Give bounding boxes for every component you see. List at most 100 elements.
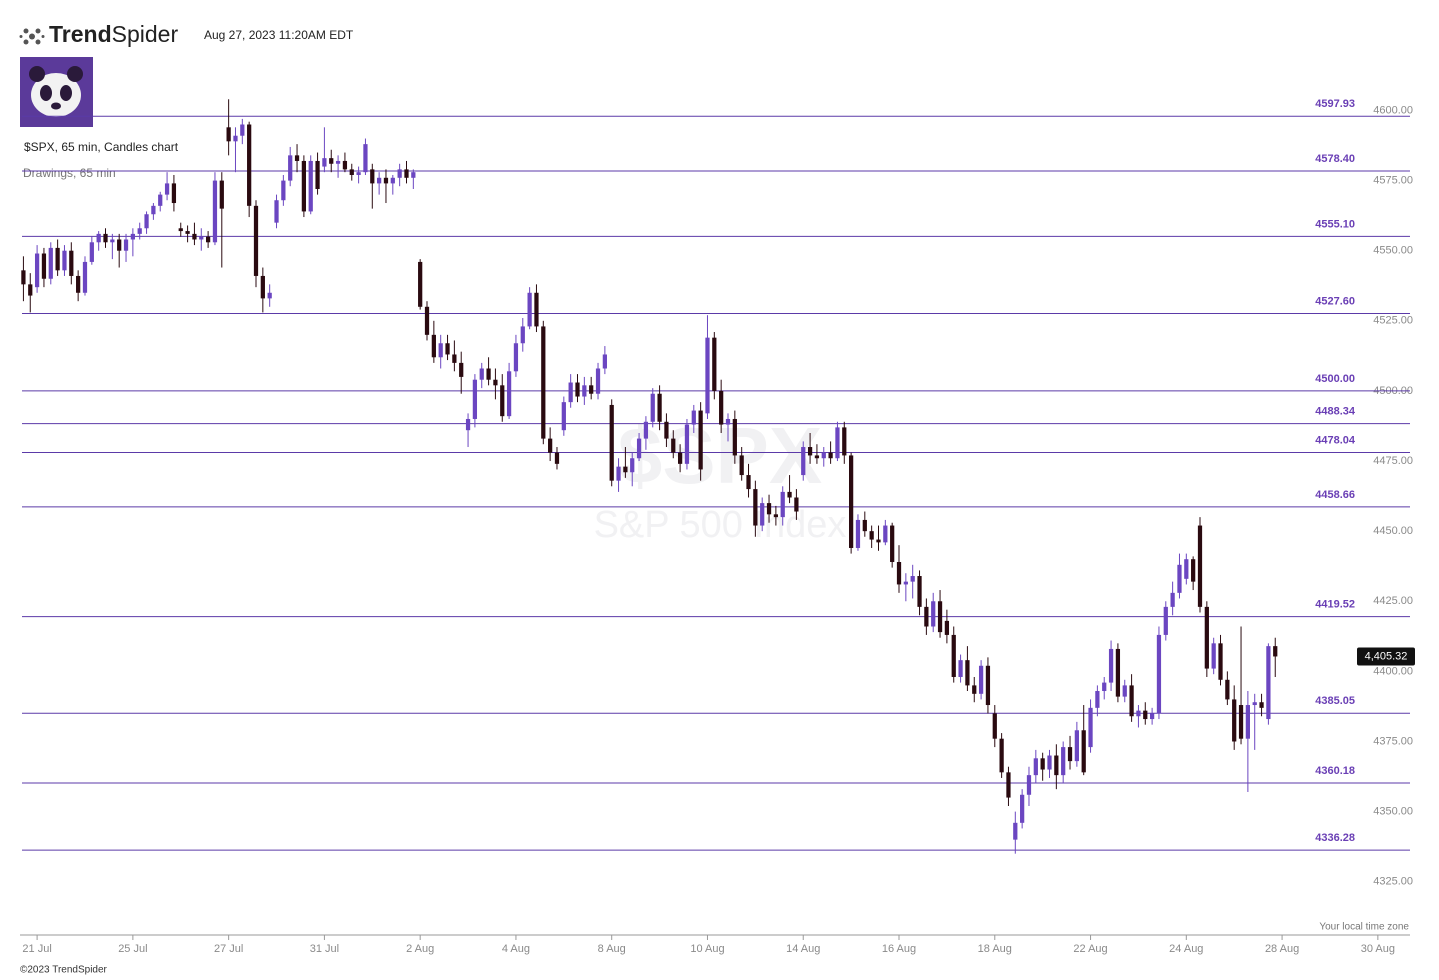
- candle-body: [821, 452, 826, 459]
- candle-body: [999, 738, 1004, 773]
- candle-body: [418, 261, 423, 307]
- avatar: [20, 57, 93, 127]
- level-label: 4419.52: [1315, 599, 1355, 611]
- candle-body: [1102, 682, 1107, 692]
- candle-body: [185, 231, 190, 234]
- candle-body: [452, 354, 457, 363]
- candle-body: [1026, 775, 1032, 795]
- y-tick-label: 4575.00: [1373, 174, 1413, 186]
- candle-body: [1020, 794, 1025, 823]
- x-tick-label: 10 Aug: [690, 943, 724, 955]
- candle-body: [1218, 643, 1223, 680]
- y-tick-label: 4450.00: [1373, 525, 1413, 537]
- candle-body: [910, 576, 915, 582]
- candle-body: [1177, 564, 1182, 593]
- candle-body: [1245, 705, 1250, 739]
- candle-body: [212, 180, 218, 243]
- level-label: 4336.28: [1315, 832, 1355, 844]
- candle-body: [1136, 710, 1141, 717]
- y-tick-label: 4525.00: [1373, 315, 1413, 327]
- candle-body: [541, 326, 546, 439]
- candle-body: [958, 660, 963, 677]
- candle-body: [719, 390, 724, 425]
- candle-body: [1211, 643, 1216, 669]
- candle-body: [424, 306, 430, 335]
- x-tick-label: 22 Aug: [1073, 943, 1107, 955]
- candle-body: [760, 503, 765, 526]
- candle-body: [1040, 758, 1045, 770]
- candle-body: [342, 160, 348, 170]
- candle-body: [329, 158, 334, 164]
- candle-body: [267, 292, 272, 299]
- chart-title: $SPX, 65 min, Candles chart: [24, 140, 179, 154]
- candle-body: [534, 292, 539, 327]
- candle-body: [1191, 559, 1196, 582]
- candle-body: [445, 343, 450, 355]
- candle-body: [493, 379, 498, 386]
- candle-body: [1163, 606, 1168, 635]
- y-tick-label: 4600.00: [1373, 104, 1413, 116]
- candle-body: [1149, 713, 1155, 720]
- candle-body: [725, 418, 731, 425]
- candle-body: [1081, 730, 1086, 773]
- candle-body: [205, 236, 211, 243]
- candle-body: [390, 177, 395, 184]
- candle-body: [349, 169, 354, 175]
- x-tick-label: 16 Aug: [882, 943, 916, 955]
- candle-body: [1074, 730, 1079, 762]
- candle-body: [739, 455, 744, 476]
- candle-body: [253, 205, 259, 276]
- candle-body: [513, 343, 519, 372]
- x-tick-label: 4 Aug: [502, 943, 530, 955]
- candle-body: [917, 576, 922, 607]
- candle-body: [1273, 646, 1278, 657]
- candle-body: [602, 354, 607, 369]
- candle-body: [363, 144, 368, 173]
- candle-body: [944, 620, 950, 635]
- candle-body: [965, 660, 970, 686]
- candle-body: [849, 455, 854, 548]
- candle-body: [1129, 685, 1134, 717]
- x-tick-label: 8 Aug: [598, 943, 626, 955]
- candle-body: [137, 228, 142, 234]
- candle-body: [1047, 755, 1052, 770]
- candle-body: [322, 158, 327, 167]
- candle-body: [1006, 772, 1011, 798]
- candle-body: [226, 127, 231, 142]
- candle-body: [1108, 648, 1114, 683]
- footer: ©2023 TrendSpider: [20, 965, 108, 976]
- candle-body: [1184, 559, 1189, 579]
- candle-body: [1061, 747, 1066, 776]
- candle-body: [41, 253, 47, 279]
- candle-body: [548, 438, 553, 453]
- candle-body: [705, 337, 710, 414]
- candle-body: [691, 410, 696, 425]
- candle-body: [869, 531, 874, 540]
- candle-body: [459, 362, 464, 377]
- level-label: 4527.60: [1315, 295, 1355, 307]
- candle-body: [712, 337, 717, 391]
- level-label: 4578.40: [1315, 153, 1355, 165]
- candle-body: [924, 606, 929, 627]
- candle-body: [308, 160, 313, 212]
- x-tick-label: 2 Aug: [406, 943, 434, 955]
- y-tick-label: 4550.00: [1373, 245, 1413, 257]
- candle-body: [240, 124, 245, 136]
- candle-body: [554, 452, 560, 464]
- brand-bold: Trend: [49, 21, 112, 47]
- candle-body: [794, 497, 799, 512]
- candle-body: [1033, 758, 1038, 776]
- candle-body: [1156, 634, 1162, 714]
- level-label: 4478.04: [1315, 434, 1356, 446]
- candle-body: [28, 284, 33, 296]
- candle-body: [281, 180, 286, 201]
- candle-body: [130, 233, 135, 240]
- candle-body: [1115, 648, 1121, 697]
- candle-body: [192, 233, 197, 240]
- candle-body: [527, 292, 532, 327]
- candle-body: [623, 466, 628, 473]
- candle-body: [801, 447, 806, 476]
- candle-body: [1067, 747, 1073, 762]
- candle-body: [684, 424, 690, 464]
- candle-body: [431, 334, 436, 358]
